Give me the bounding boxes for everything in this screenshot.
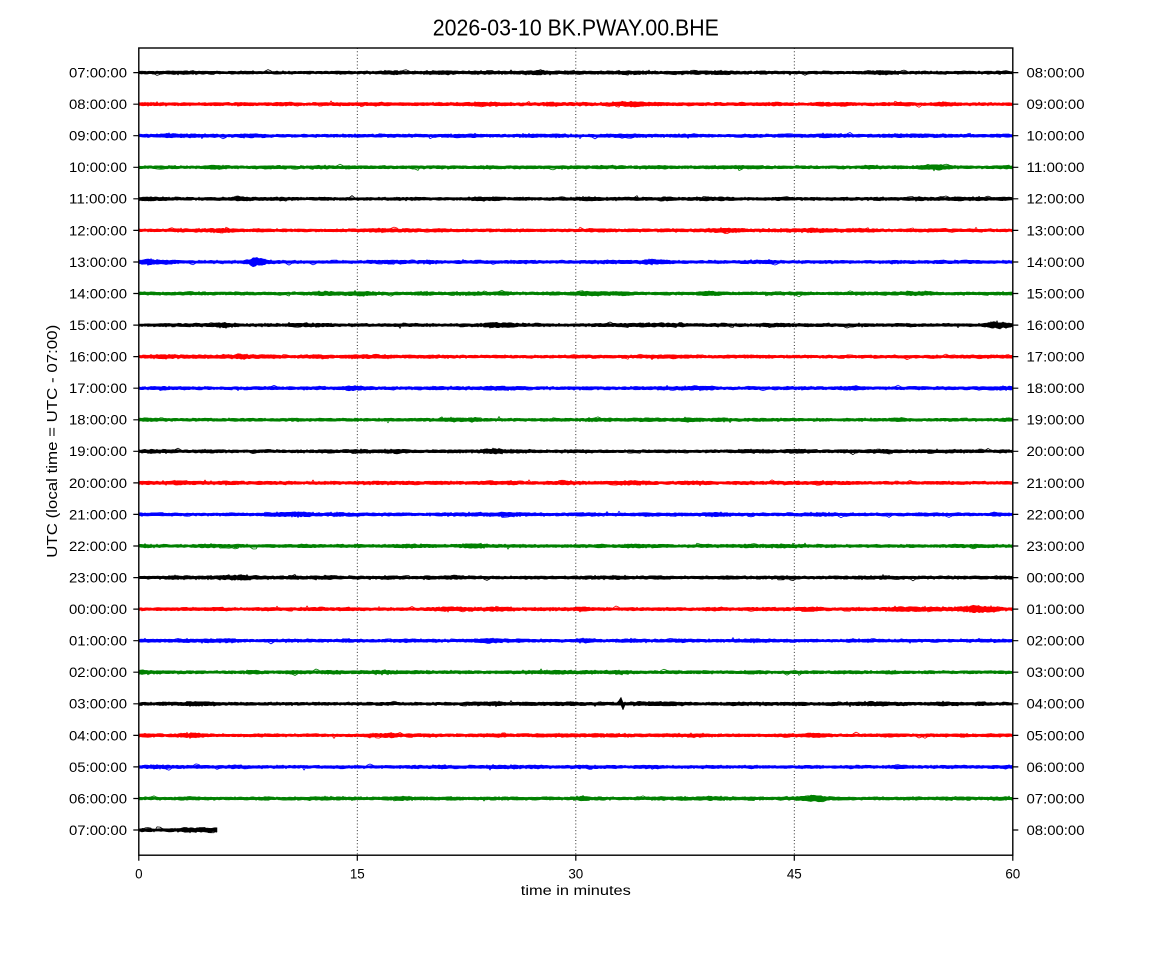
svg-text:18:00:00: 18:00:00: [1027, 381, 1085, 396]
svg-text:13:00:00: 13:00:00: [1027, 223, 1085, 238]
svg-text:15: 15: [350, 866, 365, 881]
svg-text:04:00:00: 04:00:00: [1027, 697, 1085, 712]
svg-text:04:00:00: 04:00:00: [69, 728, 127, 743]
svg-text:09:00:00: 09:00:00: [1027, 97, 1085, 112]
svg-text:60: 60: [1005, 866, 1020, 881]
svg-text:08:00:00: 08:00:00: [1027, 66, 1085, 81]
svg-text:20:00:00: 20:00:00: [1027, 444, 1085, 459]
svg-text:time in minutes: time in minutes: [521, 883, 631, 898]
svg-text:02:00:00: 02:00:00: [69, 665, 127, 680]
svg-text:01:00:00: 01:00:00: [69, 634, 127, 649]
svg-text:01:00:00: 01:00:00: [1027, 602, 1085, 617]
svg-text:2026-03-10 BK.PWAY.00.BHE: 2026-03-10 BK.PWAY.00.BHE: [433, 15, 719, 41]
svg-text:05:00:00: 05:00:00: [1027, 728, 1085, 743]
svg-text:11:00:00: 11:00:00: [1027, 160, 1085, 175]
svg-text:11:00:00: 11:00:00: [69, 192, 127, 207]
svg-text:23:00:00: 23:00:00: [1027, 539, 1085, 554]
svg-text:16:00:00: 16:00:00: [69, 350, 127, 365]
svg-text:08:00:00: 08:00:00: [69, 97, 127, 112]
svg-text:06:00:00: 06:00:00: [1027, 760, 1085, 775]
svg-text:20:00:00: 20:00:00: [69, 476, 127, 491]
svg-text:03:00:00: 03:00:00: [1027, 665, 1085, 680]
svg-text:10:00:00: 10:00:00: [69, 160, 127, 175]
svg-text:08:00:00: 08:00:00: [1027, 823, 1085, 838]
svg-text:45: 45: [787, 866, 802, 881]
svg-text:16:00:00: 16:00:00: [1027, 318, 1085, 333]
svg-text:14:00:00: 14:00:00: [1027, 255, 1085, 270]
svg-text:14:00:00: 14:00:00: [69, 286, 127, 301]
svg-text:21:00:00: 21:00:00: [69, 507, 127, 522]
svg-text:00:00:00: 00:00:00: [69, 602, 127, 617]
svg-text:07:00:00: 07:00:00: [1027, 791, 1085, 806]
svg-text:23:00:00: 23:00:00: [69, 571, 127, 586]
svg-text:06:00:00: 06:00:00: [69, 791, 127, 806]
svg-text:21:00:00: 21:00:00: [1027, 476, 1085, 491]
svg-text:22:00:00: 22:00:00: [69, 539, 127, 554]
svg-text:05:00:00: 05:00:00: [69, 760, 127, 775]
svg-text:07:00:00: 07:00:00: [69, 823, 127, 838]
svg-text:03:00:00: 03:00:00: [69, 697, 127, 712]
svg-text:02:00:00: 02:00:00: [1027, 634, 1085, 649]
svg-text:19:00:00: 19:00:00: [69, 444, 127, 459]
svg-text:17:00:00: 17:00:00: [1027, 350, 1085, 365]
svg-text:13:00:00: 13:00:00: [69, 255, 127, 270]
svg-text:00:00:00: 00:00:00: [1027, 571, 1085, 586]
svg-text:18:00:00: 18:00:00: [69, 413, 127, 428]
svg-text:07:00:00: 07:00:00: [69, 66, 127, 81]
svg-text:09:00:00: 09:00:00: [69, 129, 127, 144]
svg-text:10:00:00: 10:00:00: [1027, 129, 1085, 144]
svg-text:15:00:00: 15:00:00: [1027, 286, 1085, 301]
svg-text:17:00:00: 17:00:00: [69, 381, 127, 396]
svg-text:0: 0: [135, 866, 142, 881]
svg-text:12:00:00: 12:00:00: [69, 223, 127, 238]
svg-text:12:00:00: 12:00:00: [1027, 192, 1085, 207]
svg-text:UTC (local time = UTC - 07:00): UTC (local time = UTC - 07:00): [45, 325, 61, 558]
svg-text:22:00:00: 22:00:00: [1027, 507, 1085, 522]
svg-text:19:00:00: 19:00:00: [1027, 413, 1085, 428]
svg-text:15:00:00: 15:00:00: [69, 318, 127, 333]
svg-text:30: 30: [568, 866, 583, 881]
